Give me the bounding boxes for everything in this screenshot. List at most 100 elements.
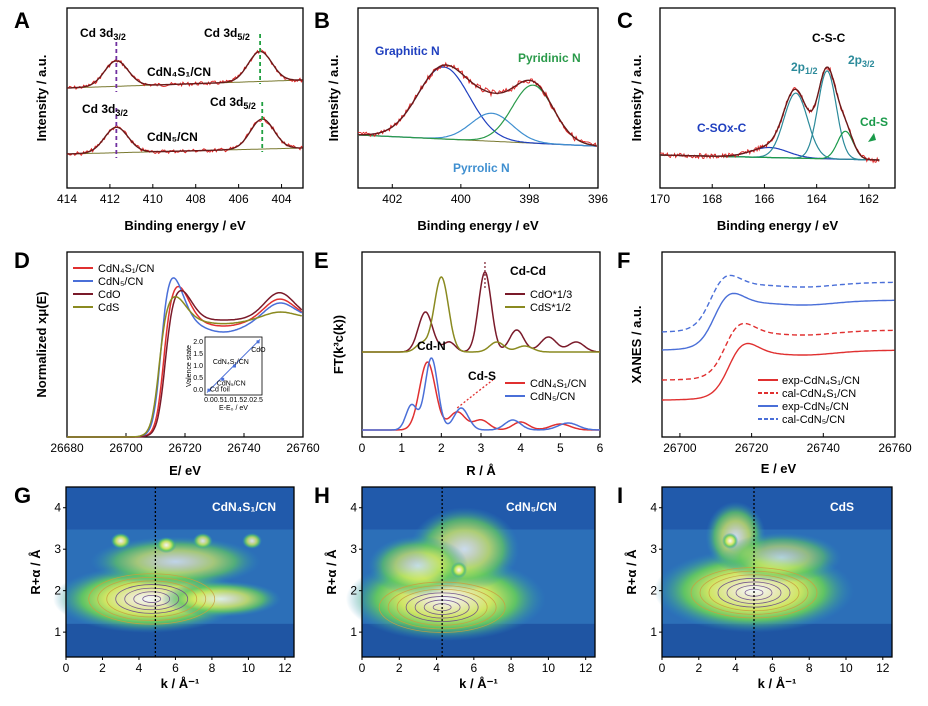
I-xtick-label: 6 xyxy=(769,661,776,675)
C-label-c-s-c: C-S-C xyxy=(812,31,846,45)
H-map-title: CdN₅/CN xyxy=(506,500,557,514)
x-axis-label-D: E/ eV xyxy=(169,463,201,478)
panel-label-A: A xyxy=(14,8,30,33)
C-label-cd-s: Cd-S xyxy=(860,115,888,129)
A-frame xyxy=(66,7,304,189)
y-axis-label-A: Intensity / a.u. xyxy=(34,55,49,142)
x-axis-label-G: k / Å⁻¹ xyxy=(161,676,200,691)
E-xtick-label: 2 xyxy=(438,441,445,455)
G-map-lobe xyxy=(242,532,263,549)
I-ytick-label: 4 xyxy=(650,501,657,515)
D-inset-point-Cd foil xyxy=(207,388,211,392)
C-xtick-label: 164 xyxy=(807,192,827,206)
A-series-fit-CdN5/CN xyxy=(67,118,303,155)
I-map-lobe xyxy=(721,532,842,583)
B-label-pyridinic-n: Pyridinic N xyxy=(518,51,581,65)
I-xtick-label: 12 xyxy=(876,661,890,675)
panel-label-B: B xyxy=(314,8,330,33)
G-map-contour xyxy=(88,573,216,625)
A-annotation-cd3d32-bottom: Cd 3d3/2 xyxy=(82,102,128,118)
G-ytick-label: 4 xyxy=(54,501,61,515)
A-xtick-label: 404 xyxy=(272,192,292,206)
A-annotation-cd3d52-bottom: Cd 3d5/2 xyxy=(210,95,256,111)
G-map-lobe xyxy=(110,532,131,549)
B-fit-envelope xyxy=(358,64,597,147)
G-map-title: CdN₄S₁/CN xyxy=(212,500,276,514)
G-map-contour xyxy=(97,576,207,621)
A-series-fit-CdN4S1/CN xyxy=(66,50,303,89)
I-xtick-label: 2 xyxy=(695,661,702,675)
y-axis-label-D: Normalized xμ(E) xyxy=(34,291,49,397)
B-xtick-label: 396 xyxy=(588,192,608,206)
D-legend-label-CdN5/CN: CdN₅/CN xyxy=(98,276,143,288)
D-inset-ylabel: Valence state xyxy=(186,345,193,387)
C-fit-envelope xyxy=(660,66,880,161)
D-series-CdS xyxy=(67,295,302,438)
I-map-title: CdS xyxy=(830,500,854,514)
C-xtick-label: 170 xyxy=(650,192,670,206)
E-series-CdN5/CN xyxy=(362,357,601,431)
D-inset-xtick-label: 0.5 xyxy=(214,397,224,404)
E-label-cd-n: Cd-N xyxy=(417,339,446,353)
H-ytick-label: 1 xyxy=(350,625,357,639)
I-xtick-label: 4 xyxy=(732,661,739,675)
panel-label-D: D xyxy=(14,248,30,273)
G-ytick-label: 2 xyxy=(54,584,61,598)
D-inset-label-cdn5: CdN₅/CN xyxy=(217,380,246,387)
E-legend-label-CdS*1/2: CdS*1/2 xyxy=(530,302,571,314)
F-legend-label-exp-CdN4S1/CN: exp-CdN₄S₁/CN xyxy=(782,375,860,387)
H-ytick-label: 2 xyxy=(350,584,357,598)
A-annotation-cd3d52-top: Cd 3d5/2 xyxy=(204,26,250,42)
H-xtick-label: 10 xyxy=(542,661,556,675)
G-xtick-label: 12 xyxy=(278,661,292,675)
G-xtick-label: 6 xyxy=(172,661,179,675)
x-axis-label-F: E / eV xyxy=(761,461,797,476)
D-inset-point-CdN5/CN xyxy=(221,377,225,381)
x-axis-label-H: k / Å⁻¹ xyxy=(459,676,498,691)
B-component-Pyridinic N xyxy=(357,84,597,147)
x-axis-label-B: Binding energy / eV xyxy=(417,218,539,233)
D-inset-xtick-label: 1.0 xyxy=(224,397,234,404)
E-series-CdS*1/2 xyxy=(362,276,600,353)
G-map-upper-region xyxy=(66,487,294,530)
B-xtick-label: 398 xyxy=(519,192,539,206)
y-axis-label-G: R+α / Å xyxy=(28,549,43,595)
B-component-Graphitic N xyxy=(358,66,597,147)
G-xtick-label: 4 xyxy=(136,661,143,675)
D-legend-label-CdN4S1/CN: CdN₄S₁/CN xyxy=(98,263,155,275)
D-inset-xtick-label: 2.0 xyxy=(243,397,253,404)
D-inset-xtick-label: 1.5 xyxy=(234,397,244,404)
D-inset-xtick-label: 2.5 xyxy=(253,397,263,404)
panel-label-I: I xyxy=(617,483,623,508)
D-inset-ytick-label: 2.0 xyxy=(193,339,203,346)
B-label-pyrrolic-n: Pyrrolic N xyxy=(453,161,510,175)
G-ytick-label: 1 xyxy=(54,625,61,639)
A-xtick-label: 406 xyxy=(229,192,249,206)
y-axis-label-H: R+α / Å xyxy=(324,549,339,595)
G-map-contour xyxy=(142,594,162,603)
y-axis-label-B: Intensity / a.u. xyxy=(326,55,341,142)
D-inset-label-cd-foil: Cd foil xyxy=(210,387,230,394)
A-series-label-CdN5/CN: CdN₅/CN xyxy=(147,130,198,144)
B-xtick-label: 400 xyxy=(451,192,471,206)
F-xtick-label: 26740 xyxy=(807,441,841,455)
A-xtick-label: 412 xyxy=(100,192,120,206)
E-label-cd-cd: Cd-Cd xyxy=(510,264,546,278)
A-xtick-label: 414 xyxy=(57,192,77,206)
H-xtick-label: 4 xyxy=(433,661,440,675)
D-xtick-label: 26740 xyxy=(227,441,261,455)
panel-label-G: G xyxy=(14,483,31,508)
E-xtick-label: 1 xyxy=(398,441,405,455)
I-ytick-label: 3 xyxy=(650,542,657,556)
D-xtick-label: 26700 xyxy=(109,441,143,455)
E-xtick-label: 3 xyxy=(478,441,485,455)
D-inset-ytick-label: 1.5 xyxy=(193,351,203,358)
A-axes xyxy=(66,7,304,189)
G-xtick-label: 0 xyxy=(63,661,70,675)
G-map-contour xyxy=(106,580,198,618)
D-inset-xtick-label: 0.0 xyxy=(204,397,214,404)
B-label-graphitic-n: Graphitic N xyxy=(375,44,440,58)
panel-label-C: C xyxy=(617,8,633,33)
panel-label-H: H xyxy=(314,483,330,508)
F-series-cal-CdN4S1/CN xyxy=(662,322,895,381)
